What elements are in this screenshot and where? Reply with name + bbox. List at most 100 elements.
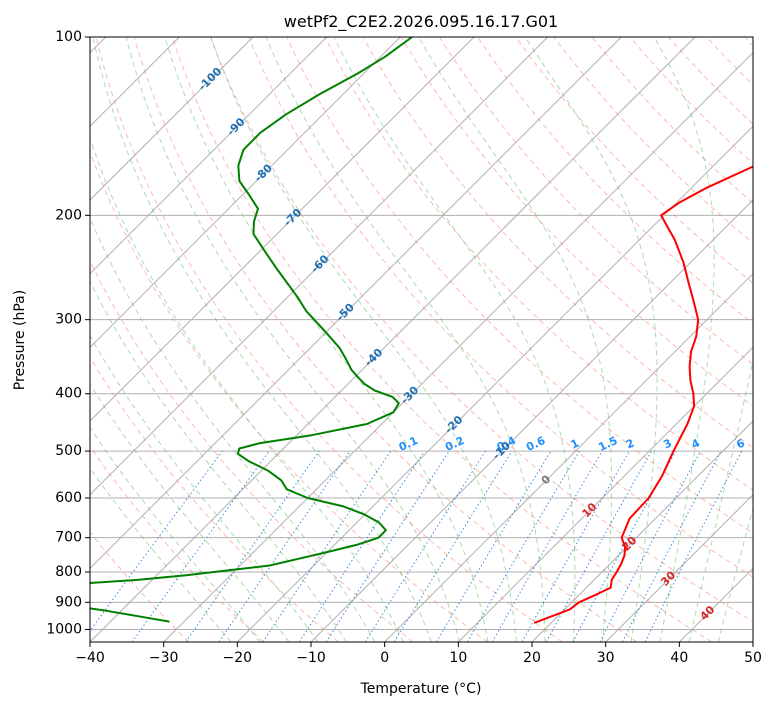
moist-adiabat-line	[90, 334, 319, 642]
isotherm-gridline	[90, 37, 401, 349]
x-tick-label: 10	[449, 650, 467, 666]
moist-adiabat-line	[210, 37, 517, 642]
temperature-trace	[533, 165, 753, 624]
dry-adiabat-line	[591, 37, 753, 204]
y-tick-label: 200	[55, 207, 82, 223]
moist-adiabat-line	[333, 37, 576, 642]
y-tick-label: 900	[55, 594, 82, 610]
isotherm-gridline	[90, 37, 622, 570]
mixing-ratio-line	[599, 450, 701, 642]
dry-adiabat-line	[90, 259, 414, 642]
moist-adiabat-line	[90, 467, 232, 642]
moist-adiabat-line	[164, 37, 489, 642]
dry-adiabat-line	[90, 445, 264, 642]
mixing-ratio-line	[545, 450, 653, 642]
mixing-ratio-line	[325, 450, 450, 642]
y-tick-label: 400	[55, 386, 82, 402]
mixing-ratio-label: 4	[689, 436, 702, 451]
moist-adiabat-line	[418, 37, 613, 642]
dry-adiabat-line	[668, 37, 753, 125]
moist-adiabat-line	[688, 358, 753, 642]
dry-adiabat-line	[286, 37, 753, 534]
x-tick-label: −20	[223, 650, 253, 666]
isotherm-label: -100	[196, 65, 225, 94]
mixing-ratio-label: 8	[762, 436, 774, 451]
mixing-ratio-line	[521, 450, 630, 642]
isotherm-gridline	[531, 420, 753, 642]
moist-adiabat-line	[90, 216, 376, 642]
isotherm-gridline	[163, 51, 753, 642]
mixing-ratio-label: 3	[661, 436, 673, 451]
mixing-ratio-line	[131, 450, 270, 642]
moist-adiabat-line	[653, 37, 715, 642]
plot-frame	[89, 36, 754, 643]
moist-adiabat-line	[524, 37, 658, 642]
dry-adiabat-line	[400, 37, 753, 407]
sounding-traces	[90, 37, 753, 624]
x-axis-ticks: −40 −30 −20 −10 0 10 20 30 40 50	[75, 642, 762, 666]
isotherm-label: -40	[362, 346, 385, 369]
y-tick-label: 300	[55, 312, 82, 328]
x-tick-label: 20	[523, 650, 541, 666]
mixing-ratio-line	[393, 450, 513, 642]
moist-adiabat-line	[92, 37, 432, 642]
y-tick-label: 100	[55, 29, 82, 45]
x-tick-label: 40	[670, 650, 688, 666]
isotherm-gridline	[384, 272, 753, 642]
dry-adiabat-line	[744, 37, 753, 47]
x-tick-label: −30	[149, 650, 179, 666]
mixing-ratio-label: 1	[569, 436, 581, 451]
isotherm-gridline	[90, 37, 254, 201]
moist-adiabat-line	[717, 506, 753, 642]
y-tick-label: 1000	[46, 621, 82, 637]
isotherm-gridline	[90, 37, 696, 642]
x-axis-label: Temperature (°C)	[360, 681, 482, 697]
mixing-ratio-line	[491, 450, 603, 642]
mixing-ratio-line	[218, 450, 351, 642]
x-tick-label: 0	[380, 650, 389, 666]
x-tick-label: 30	[597, 650, 615, 666]
x-tick-label: −10	[296, 650, 326, 666]
dry-adiabat-line	[90, 150, 488, 642]
isotherm-gridline	[90, 37, 328, 275]
moist-adiabat-line	[90, 382, 290, 642]
y-axis-label: Pressure (hPa)	[12, 290, 28, 390]
mixing-ratio-line	[185, 450, 320, 642]
dry-adiabat-line	[362, 37, 753, 449]
moist-adiabat-line	[90, 426, 261, 642]
isotherm-gridline	[457, 346, 753, 642]
dry-adiabat-line	[90, 531, 190, 642]
y-tick-label: 600	[55, 490, 82, 506]
moist-adiabat-line	[125, 37, 461, 642]
x-tick-label: −40	[75, 650, 105, 666]
isotherm-gridline	[310, 199, 753, 642]
isotherm-gridline	[678, 567, 753, 642]
dry-adiabat-line	[133, 37, 638, 642]
mixing-ratio-label: 6	[734, 436, 747, 451]
moist-adiabat-line	[90, 136, 404, 642]
dry-adiabat-line	[324, 37, 753, 491]
dry-adiabat-line	[95, 37, 563, 642]
isotherm-gridline	[90, 37, 475, 422]
isotherm-label: 0	[539, 472, 554, 487]
isotherm-label: -50	[334, 300, 357, 323]
dry-adiabat-line	[706, 37, 753, 86]
dewpoint-trace	[90, 37, 413, 623]
line-labels: 0.10.20.40.611.52346810131620253036-100-…	[196, 65, 774, 624]
mixing-ratio-line	[467, 450, 580, 642]
y-tick-label: 800	[55, 564, 82, 580]
isotherm-gridline	[236, 125, 753, 642]
y-tick-label: 700	[55, 530, 82, 546]
dry-adiabat-line	[438, 37, 753, 366]
x-tick-label: 50	[744, 650, 762, 666]
isotherm-gridline	[90, 37, 549, 496]
y-tick-label: 500	[55, 443, 82, 459]
dry-adiabat-line	[90, 356, 339, 642]
mixing-ratio-line	[298, 450, 425, 642]
mixing-ratio-line	[90, 450, 223, 632]
dry-adiabat-line	[515, 37, 753, 284]
background-lines	[90, 37, 753, 642]
mixing-ratio-line	[364, 450, 486, 642]
chart-title: wetPf2_C2E2.2026.095.16.17.G01	[284, 12, 558, 32]
